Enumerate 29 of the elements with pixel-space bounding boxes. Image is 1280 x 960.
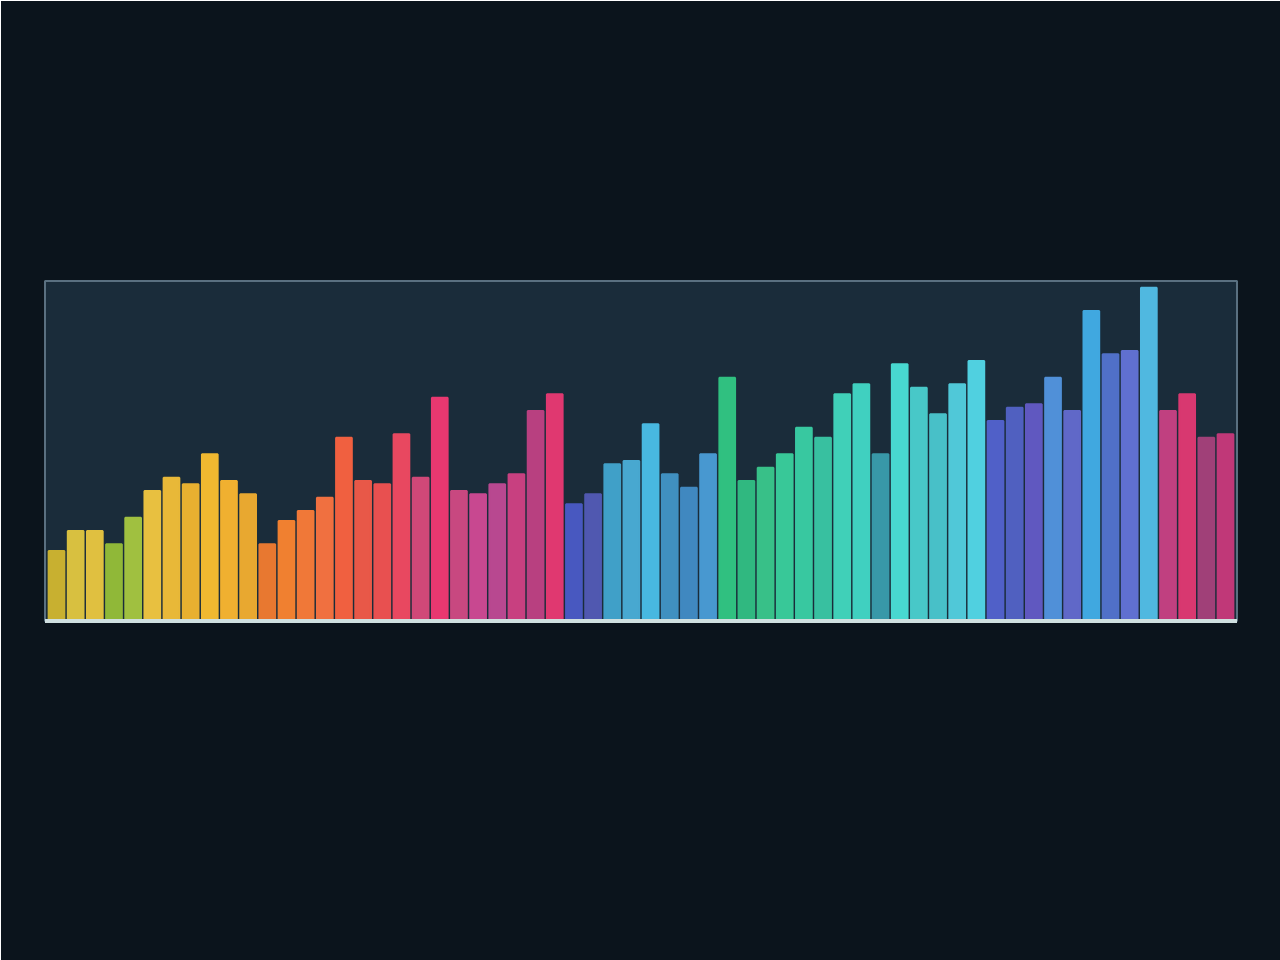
bar (584, 493, 602, 621)
bar (526, 410, 545, 621)
bar (430, 396, 449, 621)
bar (1082, 310, 1101, 621)
bar (871, 453, 890, 621)
bar (124, 516, 143, 621)
bar (890, 363, 909, 621)
bar (1178, 393, 1197, 621)
bar (699, 453, 717, 621)
bar (411, 476, 430, 621)
bar (507, 473, 526, 621)
bar (1025, 403, 1043, 621)
bar (1216, 433, 1235, 621)
bar (1120, 350, 1139, 621)
bar (1044, 376, 1062, 621)
bar (545, 393, 564, 621)
bar (105, 543, 123, 621)
bar (488, 483, 507, 621)
bar (1197, 436, 1216, 621)
bar (450, 490, 468, 621)
bar (1159, 410, 1177, 621)
bar (1101, 353, 1120, 621)
bar (392, 433, 411, 621)
bar (1063, 410, 1082, 621)
bar (641, 423, 660, 621)
bar (469, 493, 487, 621)
bar (565, 503, 583, 621)
bar (47, 550, 66, 621)
bar (1139, 286, 1158, 621)
